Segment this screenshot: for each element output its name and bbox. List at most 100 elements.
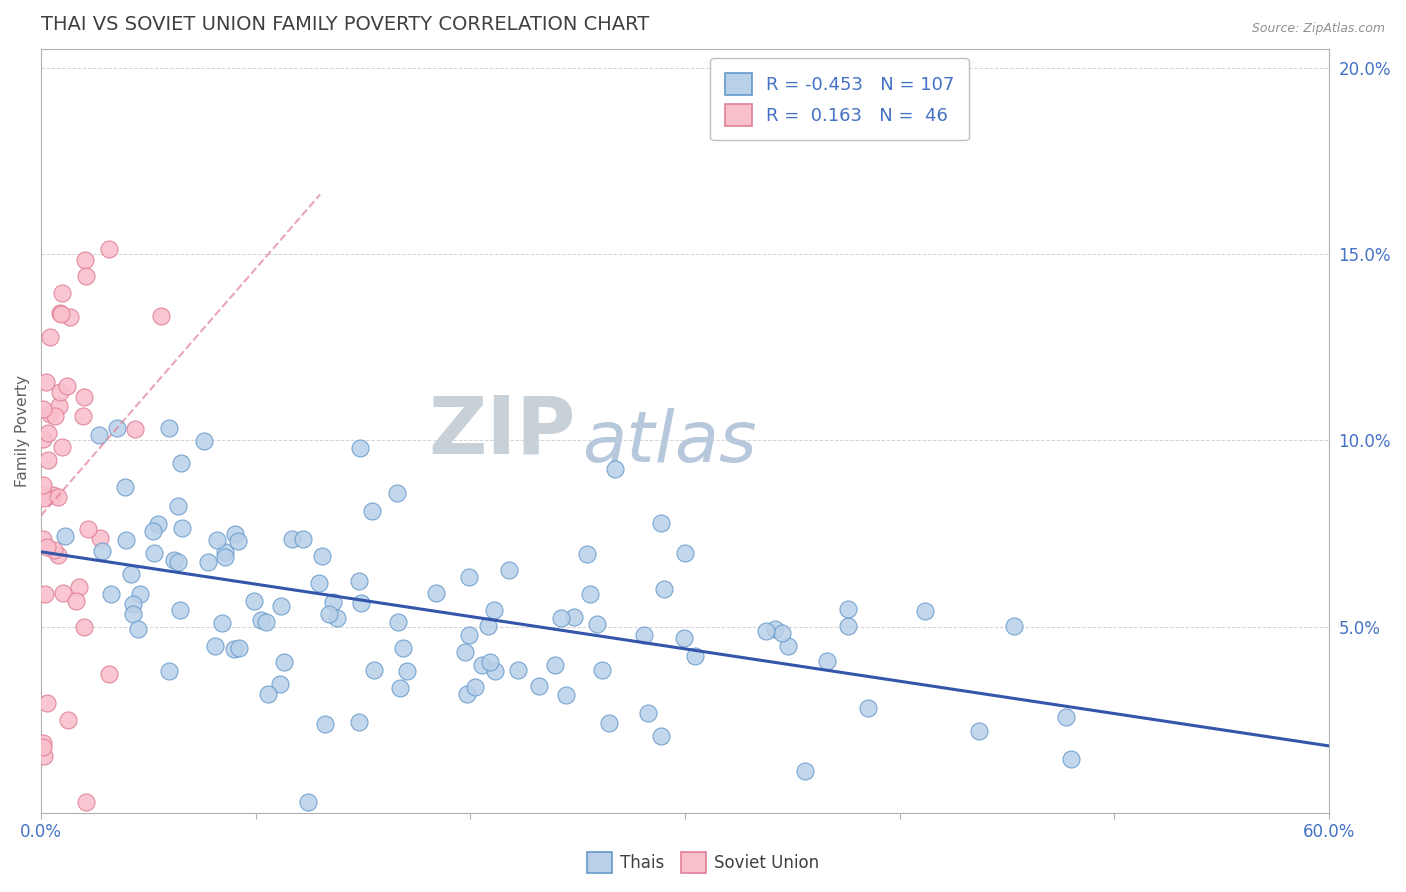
Point <box>157 665 180 679</box>
Point <box>363 664 385 678</box>
Point <box>318 607 340 622</box>
Point <box>32 488 55 502</box>
Point <box>453 645 475 659</box>
Point <box>214 545 236 559</box>
Point <box>387 486 409 500</box>
Point <box>249 614 271 628</box>
Point <box>56 379 79 393</box>
Point <box>673 546 696 560</box>
Point <box>222 641 245 656</box>
Point <box>544 657 567 672</box>
Point <box>73 253 96 268</box>
Point <box>633 628 655 642</box>
Point <box>457 687 479 701</box>
Point <box>76 522 98 536</box>
Y-axis label: Family Poverty: Family Poverty <box>15 376 30 487</box>
Point <box>37 696 59 710</box>
Point <box>75 268 97 283</box>
Point <box>226 533 249 548</box>
Point <box>228 640 250 655</box>
Point <box>308 576 330 591</box>
Point <box>142 524 165 538</box>
Point <box>269 677 291 691</box>
Point <box>347 574 370 589</box>
Point <box>89 531 111 545</box>
Point <box>778 639 800 653</box>
Point <box>51 440 73 454</box>
Point <box>478 655 501 669</box>
Point <box>32 749 55 764</box>
Point <box>90 544 112 558</box>
Point <box>211 616 233 631</box>
Point <box>46 490 69 504</box>
Point <box>471 657 494 672</box>
Point <box>576 547 599 561</box>
Point <box>124 422 146 436</box>
Point <box>650 729 672 743</box>
Point <box>458 628 481 642</box>
Point <box>121 607 143 622</box>
Point <box>325 610 347 624</box>
Point <box>73 390 96 404</box>
Point <box>143 546 166 560</box>
Point <box>197 555 219 569</box>
Point <box>837 619 859 633</box>
Point <box>32 432 55 446</box>
Point <box>87 427 110 442</box>
Point <box>39 330 62 344</box>
Point <box>1002 619 1025 633</box>
Point <box>72 409 94 424</box>
Point <box>529 679 551 693</box>
Point <box>273 655 295 669</box>
Point <box>114 480 136 494</box>
Point <box>75 795 97 809</box>
Point <box>858 701 880 715</box>
Point <box>311 549 333 564</box>
Point <box>53 529 76 543</box>
Point <box>650 516 672 530</box>
Point <box>254 615 277 630</box>
Point <box>793 764 815 778</box>
Point <box>672 632 695 646</box>
Point <box>314 717 336 731</box>
Point <box>585 617 607 632</box>
Point <box>48 399 70 413</box>
Point <box>396 664 419 678</box>
Point <box>484 665 506 679</box>
Point <box>49 385 72 400</box>
Point <box>167 499 190 513</box>
Point <box>257 687 280 701</box>
Point <box>204 639 226 653</box>
Point <box>578 587 600 601</box>
Point <box>32 401 55 416</box>
Point <box>297 795 319 809</box>
Point <box>652 582 675 597</box>
Point <box>214 550 236 565</box>
Point <box>281 532 304 546</box>
Point <box>477 619 499 633</box>
Point <box>100 587 122 601</box>
Point <box>98 667 121 681</box>
Point <box>169 603 191 617</box>
Point <box>292 532 315 546</box>
Point <box>32 532 55 546</box>
Point <box>555 688 578 702</box>
Point <box>637 706 659 721</box>
Point <box>1060 752 1083 766</box>
Point <box>39 408 62 422</box>
Text: THAI VS SOVIET UNION FAMILY POVERTY CORRELATION CHART: THAI VS SOVIET UNION FAMILY POVERTY CORR… <box>41 15 650 34</box>
Point <box>837 602 859 616</box>
Point <box>508 664 530 678</box>
Point <box>914 604 936 618</box>
Point <box>755 624 778 638</box>
Point <box>270 599 292 614</box>
Point <box>591 663 613 677</box>
Point <box>42 488 65 502</box>
Point <box>32 478 55 492</box>
Point <box>32 491 55 505</box>
Point <box>128 587 150 601</box>
Point <box>51 286 73 301</box>
Point <box>603 462 626 476</box>
Point <box>562 610 585 624</box>
Point <box>425 585 447 599</box>
